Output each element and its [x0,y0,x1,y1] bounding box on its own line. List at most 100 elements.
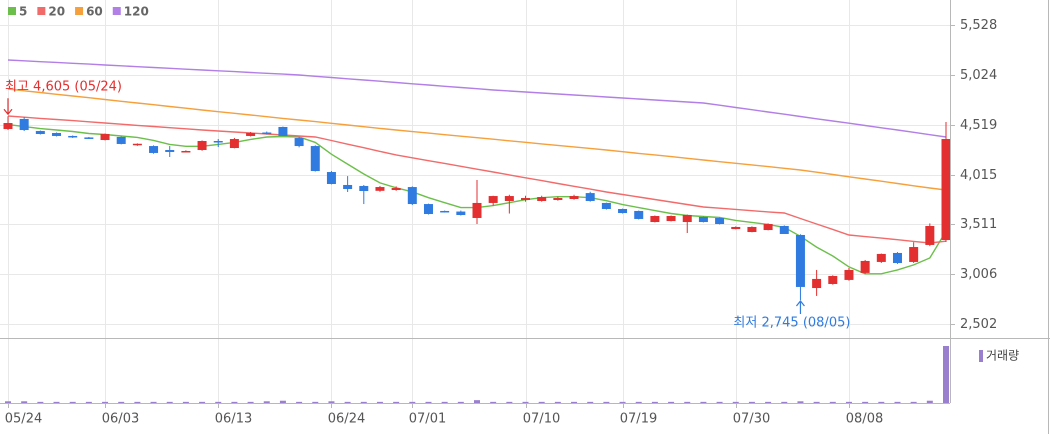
volume-bar [797,401,804,403]
candle-body [504,196,514,201]
candle-body [213,141,223,143]
volume-bar [409,401,416,403]
volume-bar [490,401,497,403]
volume-bar [651,401,658,403]
volume-bar [85,401,92,403]
volume-bar [668,401,675,403]
volume-bar [813,401,820,403]
candle-body [747,226,757,233]
volume-bar [393,401,400,403]
candle-body [941,139,951,241]
volume-bar [166,401,173,403]
volume-bar [376,401,383,403]
volume-bar [360,401,367,403]
candle-body [197,141,207,150]
volume-bar [134,401,141,403]
candle-body [132,143,142,146]
x-tick-label: 06/13 [215,412,252,427]
legend-label: 20 [48,5,65,19]
y-tick-label: 5,024 [960,68,997,83]
high-annotation: 최고 4,605 (05/24) [5,80,122,95]
x-tick-label: 05/24 [5,412,42,427]
candle-body [666,216,676,222]
candle-body [909,247,919,262]
volume-bar [845,401,852,403]
candle-body [812,278,822,289]
candle-body [601,202,611,209]
candle-body [19,118,29,131]
volume-bar [522,401,529,403]
volume-bar [279,400,286,403]
volume-legend-label: 거래량 [986,349,1019,363]
grid: 2,502 3,006 3,511 4,015 4,519 5,024 5,528 05/24… [0,0,997,427]
volume-bar [926,400,933,403]
candle-body [715,217,725,225]
candle-body [892,252,902,264]
candle-body [585,193,595,201]
candle-body [537,197,547,201]
candle-body [3,123,13,130]
volume-bar [182,401,189,403]
y-tick-label: 2,502 [960,317,997,332]
candle-body [569,196,579,200]
volume-bar [69,401,76,403]
y-tick-label: 4,519 [960,118,997,133]
volume-bar [441,401,448,403]
volume-bar [118,401,125,403]
candle-body [181,150,191,153]
volume-bar [53,401,60,403]
candle-body [278,126,288,136]
volume-bar [684,401,691,403]
volume-bar [603,401,610,403]
candle-body [763,224,773,231]
y-tick-label: 4,015 [960,168,997,183]
candle-body [359,185,369,192]
x-tick-label: 07/19 [620,412,657,427]
candle-body [779,225,789,234]
candle-body [343,184,353,190]
volume-bar [474,400,480,403]
legend: 거래량 5 20 60 120 [8,5,1019,363]
volume-bar [296,401,303,403]
low-annotation: 최저 2,745 (08/05) [733,315,850,330]
volume-bar [150,401,157,403]
ma-line [7,88,947,191]
volume-bar [328,401,335,403]
volume-bar [781,401,788,403]
candle-body [229,139,239,149]
candle-body [844,269,854,280]
candle-body [52,132,62,136]
candle-body [650,216,660,223]
volume-bar [506,401,513,403]
volume-bar [263,401,270,403]
volume-bar [700,401,707,403]
volume-bar [199,401,206,403]
y-tick-label: 3,511 [960,217,997,232]
volume-bar [425,401,432,403]
candle-body [795,234,805,287]
volume-bar [5,401,11,403]
volume-bar [554,401,561,403]
volume-bar [910,401,917,403]
volume-bar [878,401,885,403]
candle-body [375,187,385,191]
volume-bar [457,401,464,403]
volume-bar [587,401,594,403]
candle-body [860,260,870,273]
candle-body [326,172,336,184]
volume-bar [732,401,739,403]
candle-body [618,208,628,214]
volume-bar [829,401,836,403]
x-tick-label: 07/10 [523,412,560,427]
candle-body [553,198,563,200]
legend-label: 5 [19,5,27,19]
volume-bar [571,401,578,403]
candle-body [294,138,304,147]
volume-bar [716,401,723,403]
volume-bar [247,401,254,403]
high-arrow [3,98,13,116]
candle-body [472,202,482,218]
candle-body [925,225,935,245]
